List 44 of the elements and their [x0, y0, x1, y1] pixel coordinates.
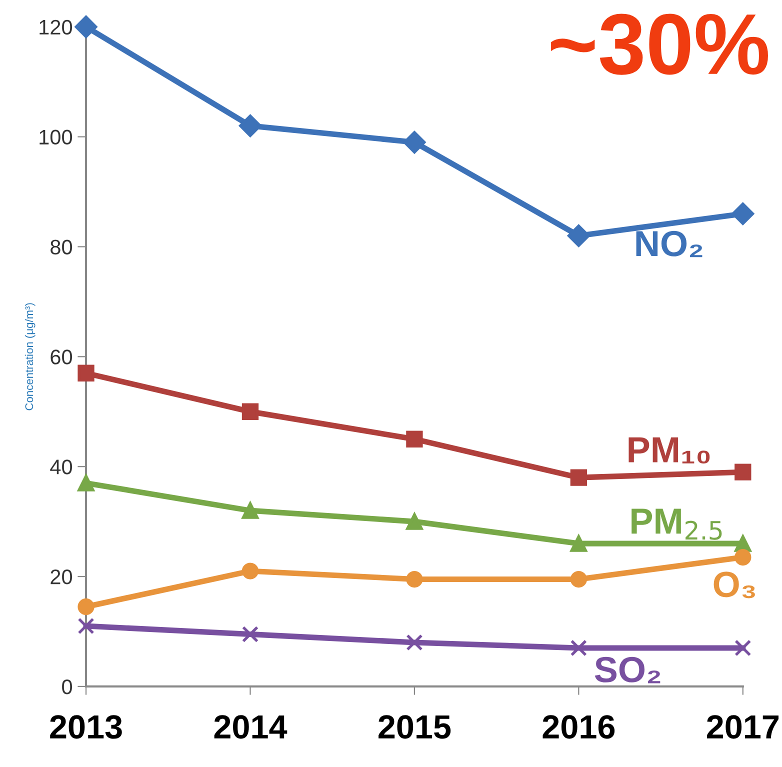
point: [78, 618, 94, 634]
series-label: PM$_{2.5}$: [632, 508, 722, 540]
point: [406, 513, 423, 530]
point: [570, 535, 588, 552]
point: [242, 502, 259, 519]
point: [734, 464, 752, 480]
point: [78, 598, 94, 616]
point: [403, 131, 426, 154]
point: [239, 114, 262, 137]
point: [406, 570, 423, 588]
y-tick-label: 20: [50, 570, 72, 584]
y-tick-label: 120: [40, 20, 72, 35]
y-tick-label: 100: [40, 130, 72, 145]
point: [570, 570, 588, 588]
x-tick-label: 2014: [214, 715, 288, 739]
y-axis-title: Concentration (μg/m³): [24, 303, 36, 410]
point: [734, 535, 752, 552]
x-tick-label: 2013: [50, 715, 122, 739]
point: [78, 364, 94, 382]
annotation: ~30%: [551, 14, 768, 75]
y-tick-label: 0: [62, 679, 72, 694]
series-label: O₃: [714, 572, 755, 598]
x-tick-label: 2017: [706, 715, 779, 739]
point: [242, 626, 259, 643]
series-label: SO₂: [594, 656, 660, 684]
x-tick-label: 2015: [378, 715, 451, 739]
y-tick-label: 60: [50, 350, 72, 364]
series-label: PM₁₀: [628, 437, 710, 464]
point: [570, 640, 588, 656]
x-tick-label: 2016: [542, 715, 615, 739]
point: [78, 474, 94, 492]
point: [242, 562, 259, 580]
y-tick-label: 40: [50, 460, 72, 474]
y-tick-label: 80: [50, 240, 72, 254]
point: [74, 16, 98, 38]
point: [406, 634, 423, 651]
point: [567, 224, 590, 247]
point: [734, 640, 752, 656]
point: [406, 430, 423, 448]
point: [242, 403, 259, 420]
series-label: NO₂: [636, 230, 702, 258]
point: [734, 548, 752, 566]
point: [732, 202, 754, 225]
point: [570, 469, 588, 486]
